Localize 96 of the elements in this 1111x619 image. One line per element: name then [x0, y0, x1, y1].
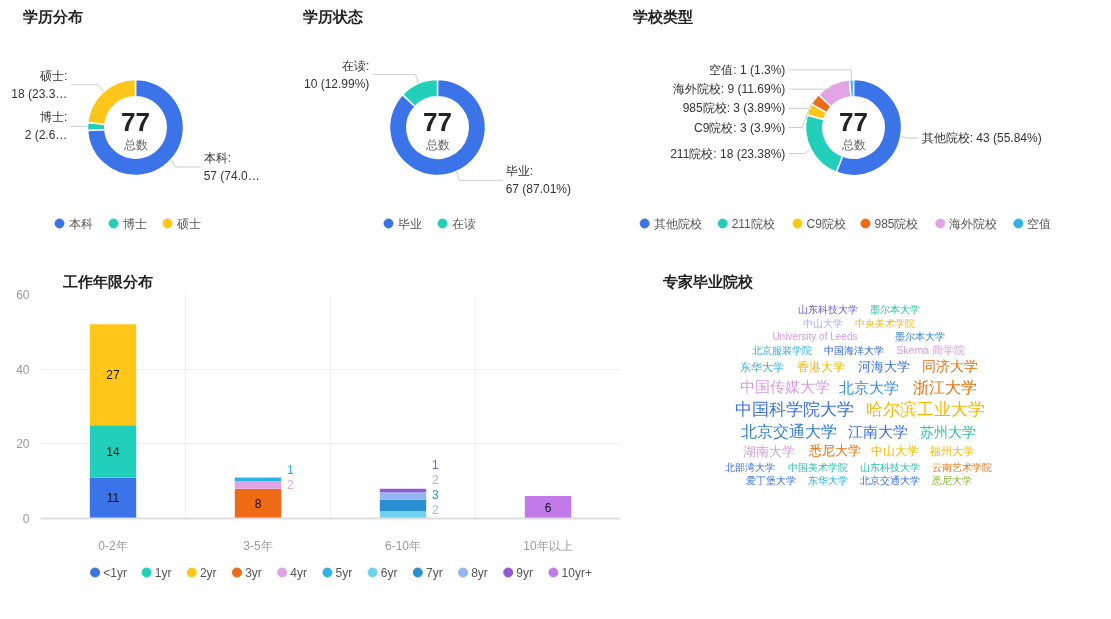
data-label: 8 [254, 497, 262, 512]
chart-title: 工作年限分布 [61, 272, 153, 290]
data-label: 2 [287, 478, 294, 493]
text: 墨尔本大学 [894, 331, 945, 343]
data-label: 27 [106, 368, 120, 383]
legend-label: 其他院校 [653, 216, 702, 231]
data-label: 博士: 2 (2.6… [24, 110, 68, 143]
text: 中山大学 [802, 317, 843, 329]
text: 浙江大学 [912, 378, 977, 397]
text: 香港大学 [797, 359, 846, 374]
x-tick-label: 6-10年 [384, 538, 422, 553]
text: 77 [423, 106, 452, 137]
text: 山东科技大学 [797, 304, 858, 316]
text: 中国传媒大学 [739, 379, 830, 396]
data-label: 其他院校: 43 (55.84%) [921, 131, 1042, 146]
data-label: 211院校: 18 (23.38%) [670, 146, 786, 161]
legend-label: 本科 [68, 216, 93, 231]
x-tick-label: 3-5年 [243, 538, 273, 553]
text: 77 [839, 106, 868, 137]
data-label: 硕士: 18 (23.3… [11, 68, 68, 101]
text: 湖南大学 [742, 443, 795, 459]
text: 云南艺术学院 [932, 461, 992, 473]
text: 北部湾大学 [725, 461, 775, 473]
legend-label: 5yr [335, 565, 353, 580]
chart-title: 学校类型 [632, 7, 693, 25]
text: 北京大学 [839, 378, 900, 396]
legend-label: 海外院校 [949, 216, 998, 231]
text: 苏州大学 [919, 423, 976, 440]
data-label: 2 [432, 502, 439, 517]
text: 福州大学 [930, 445, 975, 458]
text: 北京交通大学 [740, 423, 837, 441]
legend-label: <1yr [103, 565, 127, 580]
text: 东华大学 [739, 360, 784, 373]
y-tick-label: 60 [16, 288, 30, 302]
y-tick-label: 40 [16, 362, 30, 377]
legend-label: 7yr [425, 565, 443, 580]
data-label: 1 [432, 457, 439, 472]
data-label: 6 [544, 500, 552, 515]
text: 墨尔本大学 [869, 304, 920, 316]
data-label: 14 [106, 444, 120, 459]
text: 总数 [424, 137, 450, 152]
data-label: 本科: 57 (74.0… [203, 150, 260, 184]
data-label: 毕业: 67 (87.01%) [505, 164, 572, 197]
text: 北京交通大学 [859, 475, 920, 487]
data-label: 2 [432, 472, 439, 487]
data-label: C9院校: 3 (3.9%) [693, 120, 786, 135]
chart-title: 学历状态 [302, 7, 363, 25]
text: 中山大学 [870, 444, 919, 459]
x-tick-label: 10年以上 [523, 538, 573, 553]
data-label: 空值: 1 (1.3%) [709, 62, 786, 77]
text: 总数 [840, 137, 866, 152]
text: 爱丁堡大学 [745, 475, 796, 487]
text: 悉尼大学 [807, 444, 861, 459]
text: 江南大学 [847, 423, 908, 441]
y-tick-label: 20 [16, 437, 30, 452]
text: Skema 商学院 [896, 344, 966, 357]
text: 总数 [122, 137, 148, 152]
data-label: 1 [287, 463, 294, 478]
text: 悉尼大学 [930, 475, 972, 487]
text: 中国美术学院 [788, 461, 848, 473]
data-label: 海外院校: 9 (11.69%) [672, 82, 786, 97]
text: 中国海洋大学 [824, 344, 885, 356]
legend-label: 1yr [154, 565, 172, 580]
legend-label: 空值 [1027, 216, 1052, 231]
legend-label: 2yr [199, 565, 217, 580]
text: 77 [121, 106, 150, 137]
legend-label: C9院校 [806, 216, 846, 231]
legend-label: 985院校 [874, 216, 919, 231]
text: 同济大学 [922, 359, 979, 375]
data-label: 3 [432, 487, 439, 502]
legend-label: 博士 [122, 216, 147, 231]
text: 中央美术学院 [854, 317, 915, 329]
legend-label: 6yr [380, 565, 398, 580]
text: 山东科技大学 [860, 461, 920, 473]
legend-label: 在读 [451, 216, 476, 231]
legend-label: 8yr [471, 565, 488, 580]
data-label: 11 [106, 491, 120, 506]
legend-label: 4yr [290, 565, 308, 580]
text: 中国科学院大学 [734, 400, 854, 420]
data-label: 985院校: 3 (3.89%) [682, 101, 786, 116]
chart-title: 学历分布 [22, 7, 83, 25]
data-label: 在读: 10 (12.99%) [303, 58, 370, 91]
text: 北京服装学院 [752, 344, 813, 356]
legend-label: 9yr [516, 565, 534, 580]
text: 专家毕业院校 [661, 272, 754, 290]
legend-label: 毕业 [397, 216, 422, 231]
text: 东华大学 [807, 475, 848, 487]
x-tick-label: 0-2年 [98, 538, 128, 553]
legend-label: 211院校 [731, 216, 775, 231]
y-tick-label: 0 [22, 512, 30, 526]
legend-label: 3yr [245, 565, 262, 580]
legend-label: 10yr+ [561, 565, 592, 580]
text: University of Leeds [772, 331, 858, 343]
text: 河海大学 [858, 359, 911, 375]
text: 哈尔滨工业大学 [865, 400, 985, 420]
legend-label: 硕士 [175, 216, 201, 231]
